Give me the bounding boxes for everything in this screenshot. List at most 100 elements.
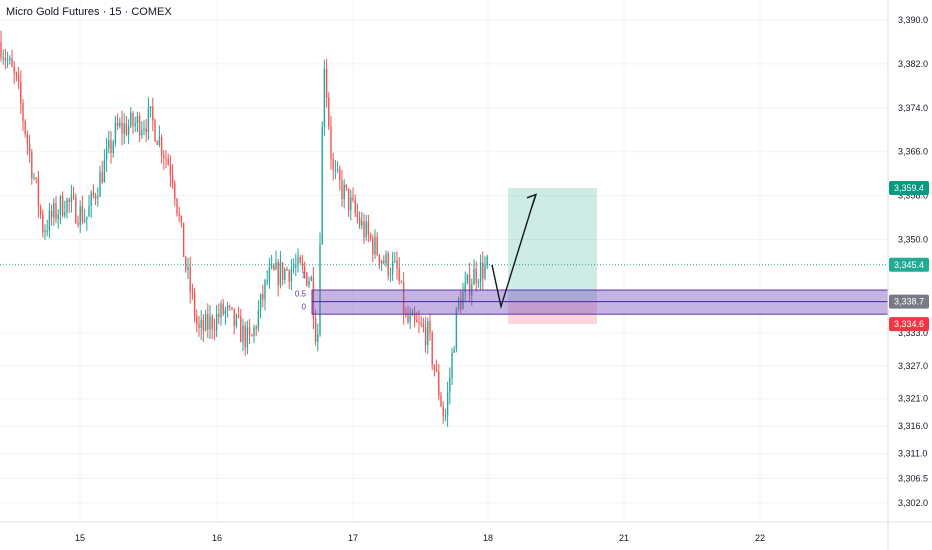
candle-body xyxy=(279,262,282,286)
candle-body xyxy=(372,238,374,255)
y-tick-label: 3,390.0 xyxy=(898,15,928,25)
candle-body xyxy=(182,222,185,257)
candle-body xyxy=(20,81,22,104)
candle-body xyxy=(358,217,361,226)
candle-body xyxy=(154,120,156,142)
candle-body xyxy=(55,203,57,220)
candle-body xyxy=(165,157,167,159)
candle-body xyxy=(389,274,392,276)
long-position-stop-area[interactable] xyxy=(508,301,597,325)
candle-body xyxy=(163,155,165,158)
candle-body xyxy=(255,327,257,329)
fib-label: 0.5 xyxy=(295,289,307,298)
candle-body xyxy=(46,230,48,232)
candle-body xyxy=(81,206,84,222)
price-tag-label: 3,345.4 xyxy=(894,260,924,270)
candle-body xyxy=(398,268,400,282)
y-tick-label: 3,316.0 xyxy=(898,421,928,431)
candle-body xyxy=(248,327,251,336)
candle-body xyxy=(0,41,2,59)
candle-body xyxy=(383,260,385,264)
candle-body xyxy=(158,136,161,145)
candle-body xyxy=(233,308,235,326)
candle-body xyxy=(262,294,264,300)
candle-body xyxy=(356,212,359,218)
y-tick-label: 3,311.0 xyxy=(898,449,927,459)
candle-body xyxy=(464,282,466,293)
candle-body xyxy=(281,262,284,280)
y-tick-label: 3,358.0 xyxy=(898,191,928,201)
candle-body xyxy=(334,169,337,171)
candle-body xyxy=(176,198,178,214)
y-tick-label: 3,321.0 xyxy=(898,394,928,404)
candle-body xyxy=(2,58,4,60)
candle-body xyxy=(330,126,332,160)
candle-body xyxy=(312,277,315,319)
y-tick-label: 3,382.0 xyxy=(898,59,928,69)
candle-body xyxy=(251,335,253,337)
candle-body xyxy=(477,282,480,284)
candle-body xyxy=(409,315,411,322)
candle-body xyxy=(174,182,176,199)
candle-body xyxy=(319,244,321,335)
candle-body xyxy=(308,280,310,286)
candle-body xyxy=(444,415,447,417)
candle-body xyxy=(352,197,354,200)
candle-body xyxy=(374,236,376,255)
candle-body xyxy=(449,377,451,393)
candle-body xyxy=(303,266,306,273)
candle-body xyxy=(48,210,51,231)
candle-body xyxy=(297,257,299,266)
candle-body xyxy=(70,195,73,202)
candle-body xyxy=(44,230,46,233)
candle-body xyxy=(429,321,431,334)
candle-body xyxy=(224,309,227,314)
candle-body xyxy=(413,312,416,320)
candle-body xyxy=(24,120,26,135)
candle-body xyxy=(354,199,356,213)
long-position-target-area[interactable] xyxy=(508,187,597,302)
candle-body xyxy=(264,280,266,300)
candle-body xyxy=(466,274,469,283)
drawing-layer[interactable]: 10.50 xyxy=(0,187,889,325)
candle-body xyxy=(185,256,187,270)
candle-body xyxy=(169,164,172,176)
candle-body xyxy=(204,313,207,331)
candle-body xyxy=(39,206,42,214)
candle-body xyxy=(59,196,62,215)
candle-body xyxy=(229,305,231,308)
candle-body xyxy=(9,58,11,61)
candle-body xyxy=(147,108,150,133)
candle-body xyxy=(160,136,163,156)
demand-zone[interactable] xyxy=(311,289,889,315)
candle-body xyxy=(314,318,317,342)
candle-body xyxy=(235,315,238,326)
candle-body xyxy=(66,199,68,213)
candle-body xyxy=(4,58,7,61)
candle-body xyxy=(416,319,418,323)
candle-body xyxy=(114,122,117,143)
candle-body xyxy=(213,329,216,331)
candle-body xyxy=(11,58,13,67)
candle-body xyxy=(270,265,273,268)
candle-body xyxy=(275,262,277,270)
y-tick-label: 3,366.0 xyxy=(898,147,928,157)
projection-path[interactable] xyxy=(491,196,536,310)
candle-body xyxy=(220,303,222,318)
candle-body xyxy=(196,316,198,324)
candle-body xyxy=(440,395,442,407)
candle-body xyxy=(350,197,352,210)
candle-body xyxy=(191,291,194,293)
candle-body xyxy=(376,236,378,255)
candle-layer xyxy=(0,30,488,427)
candle-body xyxy=(17,75,20,82)
candle-body xyxy=(90,192,92,207)
candle-body xyxy=(105,148,108,161)
price-tag-label: 3,338.7 xyxy=(894,297,924,307)
candle-body xyxy=(215,313,218,331)
price-tag-label: 3,359.4 xyxy=(894,183,924,193)
y-tick-label: 3,302.0 xyxy=(898,498,928,508)
candle-body xyxy=(123,123,125,134)
candle-body xyxy=(178,213,180,217)
candle-body xyxy=(317,334,319,342)
